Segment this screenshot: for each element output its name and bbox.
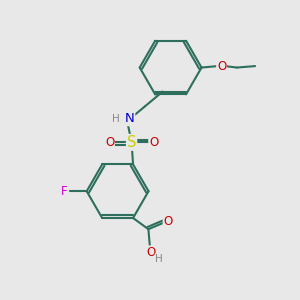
Text: F: F [61, 185, 68, 198]
Text: H: H [112, 114, 120, 124]
Text: O: O [217, 60, 226, 73]
Text: O: O [164, 215, 173, 228]
Text: O: O [149, 136, 158, 149]
Text: S: S [127, 135, 136, 150]
Text: N: N [125, 112, 134, 125]
Text: O: O [147, 246, 156, 259]
Text: H: H [155, 254, 163, 264]
Text: O: O [105, 136, 114, 149]
